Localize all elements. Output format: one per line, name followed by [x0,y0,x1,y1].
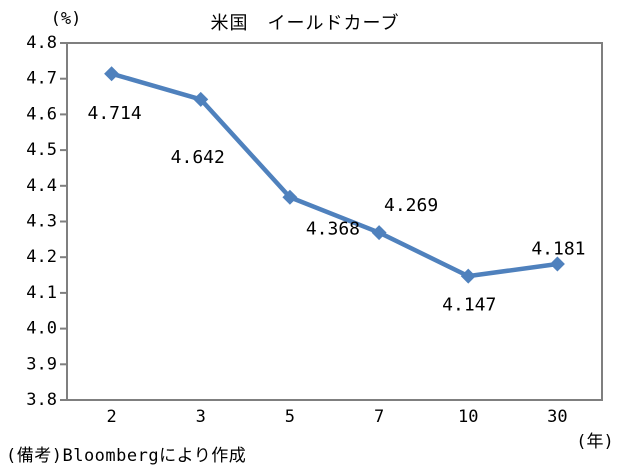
y-tick-label: 4.7 [26,69,57,89]
data-point-label: 4.714 [87,103,141,124]
source-note: (備考)Bloombergにより作成 [6,446,247,466]
y-tick-label: 4.5 [26,140,57,160]
data-point-marker [282,189,298,205]
data-point-label: 4.642 [171,147,225,168]
data-point-label: 4.269 [384,195,438,216]
y-tick-label: 4.1 [26,283,57,303]
x-tick-label: 30 [547,407,567,427]
y-tick-label: 4.2 [26,247,57,267]
y-tick-label: 3.8 [26,390,57,410]
y-axis-unit-label: (%) [50,9,82,29]
x-axis-unit-label: (年) [576,432,614,452]
series-line [109,71,560,279]
y-tick-label: 4.0 [26,319,57,339]
y-tick-label: 4.4 [26,176,57,196]
data-point-label: 4.181 [531,238,585,259]
x-tick-label: 5 [285,407,295,427]
x-tick-label: 10 [458,407,478,427]
data-point-marker [104,66,120,82]
data-point-marker [460,268,476,284]
x-tick-label: 2 [106,407,116,427]
data-point-marker [193,91,209,107]
x-tick-label: 3 [196,407,206,427]
y-tick-label: 3.9 [26,354,57,374]
data-point-marker [371,225,387,241]
chart-title: 米国 イールドカーブ [210,13,400,34]
y-tick-label: 4.8 [26,33,57,53]
y-tick-label: 4.6 [26,104,57,124]
data-point-marker [549,256,565,272]
data-point-label: 4.368 [306,219,360,240]
data-point-label: 4.147 [442,295,496,316]
y-tick-label: 4.3 [26,212,57,232]
x-tick-label: 7 [374,407,384,427]
